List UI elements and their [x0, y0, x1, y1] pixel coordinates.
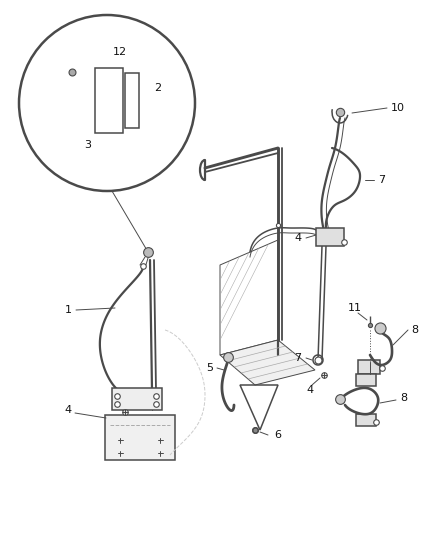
Bar [356, 414, 376, 426]
Bar [316, 228, 344, 246]
Text: 2: 2 [155, 83, 162, 93]
Bar [125, 73, 139, 128]
Text: 5: 5 [206, 363, 213, 373]
Text: 10: 10 [391, 103, 405, 113]
Text: 3: 3 [85, 140, 92, 150]
Text: 4: 4 [64, 405, 71, 415]
Text: 7: 7 [294, 353, 301, 363]
Bar [95, 68, 123, 133]
Text: 4: 4 [294, 233, 301, 243]
Polygon shape [220, 340, 315, 385]
Text: 6: 6 [275, 430, 282, 440]
Text: 8: 8 [400, 393, 408, 403]
Text: 7: 7 [378, 175, 385, 185]
Circle shape [19, 15, 195, 191]
Bar [358, 360, 380, 374]
Text: 11: 11 [348, 303, 362, 313]
Bar [356, 374, 376, 386]
Bar [260, 355, 296, 369]
Bar [112, 388, 162, 410]
Text: 8: 8 [411, 325, 419, 335]
Text: 12: 12 [113, 47, 127, 57]
Bar [105, 415, 175, 460]
Text: 1: 1 [64, 305, 71, 315]
Text: 4: 4 [307, 385, 314, 395]
